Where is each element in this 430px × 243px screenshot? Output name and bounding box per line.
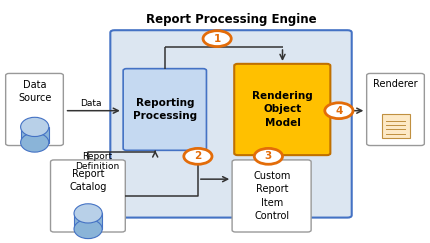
FancyBboxPatch shape — [367, 73, 424, 146]
Text: Renderer: Renderer — [373, 79, 418, 89]
Circle shape — [325, 103, 353, 119]
FancyBboxPatch shape — [6, 73, 63, 146]
FancyBboxPatch shape — [111, 30, 352, 217]
Text: Reporting
Processing: Reporting Processing — [133, 98, 197, 121]
FancyBboxPatch shape — [21, 127, 49, 142]
Ellipse shape — [74, 204, 102, 223]
FancyBboxPatch shape — [74, 213, 102, 229]
Text: 1: 1 — [214, 34, 221, 44]
Text: 3: 3 — [265, 151, 272, 161]
Ellipse shape — [21, 117, 49, 137]
Text: Report
Catalog: Report Catalog — [69, 169, 107, 192]
Circle shape — [254, 148, 283, 164]
Text: Rendering
Object
Model: Rendering Object Model — [252, 91, 313, 128]
Bar — [382, 114, 410, 138]
Text: Data: Data — [80, 99, 102, 108]
Circle shape — [184, 148, 212, 164]
FancyBboxPatch shape — [123, 69, 206, 150]
Text: Report
Definition: Report Definition — [75, 152, 120, 171]
Text: Report Processing Engine: Report Processing Engine — [146, 13, 316, 26]
Circle shape — [203, 31, 231, 47]
FancyBboxPatch shape — [232, 160, 311, 232]
Ellipse shape — [21, 133, 49, 152]
Text: 4: 4 — [335, 106, 343, 116]
Ellipse shape — [74, 219, 102, 239]
Text: Data
Source: Data Source — [18, 80, 52, 103]
FancyBboxPatch shape — [234, 64, 330, 155]
FancyBboxPatch shape — [50, 160, 125, 232]
Text: Custom
Report
Item
Control: Custom Report Item Control — [253, 171, 291, 221]
Text: 2: 2 — [194, 151, 202, 161]
